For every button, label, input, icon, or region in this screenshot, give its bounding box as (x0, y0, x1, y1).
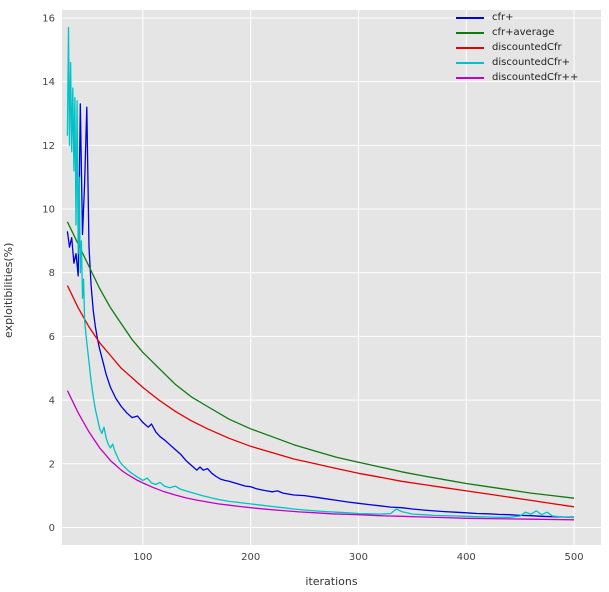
x-tick-label: 400 (457, 552, 476, 563)
y-tick-label: 4 (49, 396, 55, 407)
legend: cfr+ cfr+average discountedCfr discountedCf… (456, 12, 578, 84)
legend-line-swatch (456, 47, 484, 49)
y-tick-label: 6 (49, 332, 55, 343)
x-tick-label: 200 (241, 552, 260, 563)
x-tick-label: 500 (565, 552, 584, 563)
x-tick-label: 300 (349, 552, 368, 563)
y-axis-label: exploitibilities(%) (2, 242, 15, 338)
y-tick-label: 2 (49, 459, 55, 470)
legend-line-swatch (456, 17, 484, 19)
legend-line-swatch (456, 77, 484, 79)
y-tick-label: 8 (49, 268, 55, 279)
y-tick-label: 14 (42, 77, 55, 88)
series-line-cfr+average (66, 221, 575, 499)
y-tick-label: 10 (42, 205, 55, 216)
y-tick-label: 0 (49, 523, 55, 534)
legend-item: cfr+ (456, 12, 578, 24)
legend-label: discountedCfr+ (492, 57, 571, 68)
legend-label: cfr+ (492, 12, 514, 23)
legend-line-swatch (456, 32, 484, 34)
series-line-discountedCfr (66, 285, 575, 508)
legend-label: discountedCfr (492, 42, 562, 53)
y-tick-label: 16 (42, 13, 55, 24)
legend-item: discountedCfr++ (456, 72, 578, 84)
legend-line-swatch (456, 62, 484, 64)
legend-label: discountedCfr++ (492, 72, 579, 83)
series-line-cfr+ (66, 103, 575, 518)
legend-item: discountedCfr (456, 42, 578, 54)
x-axis-label: iterations (305, 575, 358, 588)
y-tick-label: 12 (42, 141, 55, 152)
series-line-discountedCfr+ (66, 26, 575, 519)
legend-label: cfr+average (492, 27, 555, 38)
x-tick-label: 100 (133, 552, 152, 563)
legend-item: cfr+average (456, 27, 578, 39)
legend-item: discountedCfr+ (456, 57, 578, 69)
series-line-discountedCfr++ (66, 390, 575, 521)
